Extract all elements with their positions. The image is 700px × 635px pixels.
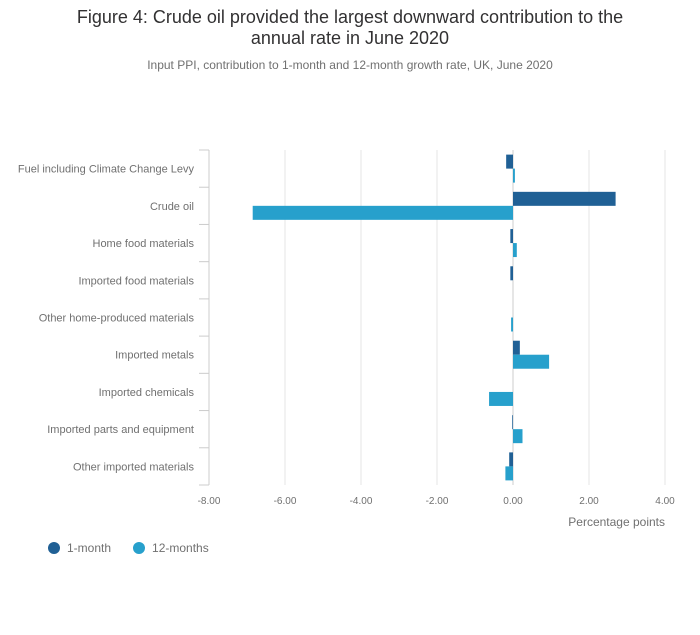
x-tick-label: 2.00 bbox=[579, 496, 599, 507]
category-label: Other home-produced materials bbox=[39, 313, 195, 325]
bar-1-month bbox=[510, 229, 513, 244]
category-label: Home food materials bbox=[93, 238, 195, 250]
legend-item-1-month: 1-month bbox=[48, 541, 111, 555]
category-label: Imported parts and equipment bbox=[47, 424, 194, 436]
x-tick-label: -4.00 bbox=[350, 496, 373, 507]
category-label: Crude oil bbox=[150, 201, 194, 213]
bar-1-month bbox=[512, 415, 513, 430]
category-label: Imported chemicals bbox=[99, 387, 195, 399]
bar-12-months bbox=[505, 466, 513, 481]
bar-12-months bbox=[513, 429, 523, 444]
bar-12-months bbox=[511, 317, 513, 332]
legend-item-12-months: 12-months bbox=[133, 541, 209, 555]
bar-12-months bbox=[513, 354, 550, 369]
x-tick-label: -8.00 bbox=[198, 496, 221, 507]
bars bbox=[252, 154, 616, 481]
chart-subtitle: Input PPI, contribution to 1-month and 1… bbox=[147, 58, 553, 72]
legend: 1-month 12-months bbox=[48, 541, 231, 555]
chart-title-line-1: Figure 4: Crude oil provided the largest… bbox=[76, 7, 624, 27]
bar-12-months bbox=[252, 205, 513, 220]
bar-1-month bbox=[510, 266, 513, 281]
chart-title-line-2: annual rate in June 2020 bbox=[250, 28, 450, 48]
category-label: Imported metals bbox=[115, 350, 194, 362]
legend-label: 12-months bbox=[152, 541, 209, 555]
category-label: Other imported materials bbox=[73, 461, 195, 473]
category-label: Imported food materials bbox=[78, 275, 194, 287]
chart-title: Figure 4: Crude oil provided the largest… bbox=[0, 7, 700, 49]
category-label: Fuel including Climate Change Levy bbox=[18, 164, 195, 176]
bar-1-month bbox=[506, 154, 513, 169]
bar-12-months bbox=[513, 243, 517, 258]
x-tick-label: 0.00 bbox=[503, 496, 523, 507]
x-tick-label: -2.00 bbox=[426, 496, 449, 507]
bar-12-months bbox=[489, 391, 513, 406]
legend-label: 1-month bbox=[67, 541, 112, 555]
x-tick-label: 4.00 bbox=[655, 496, 675, 507]
legend-swatch bbox=[48, 542, 60, 554]
legend-swatch bbox=[133, 542, 146, 554]
category-axis: Fuel including Climate Change Levy Crude … bbox=[18, 149, 210, 486]
x-tick-label: -6.00 bbox=[274, 496, 297, 507]
bar-12-months bbox=[513, 168, 515, 183]
bar-1-month bbox=[513, 191, 616, 206]
x-axis-title: Percentage points bbox=[568, 515, 665, 529]
x-axis-ticks: -8.00 -6.00 -4.00 -2.00 0.00 2.00 4.00 bbox=[198, 496, 676, 507]
bar-1-month bbox=[509, 452, 513, 467]
bar-1-month bbox=[513, 340, 520, 355]
